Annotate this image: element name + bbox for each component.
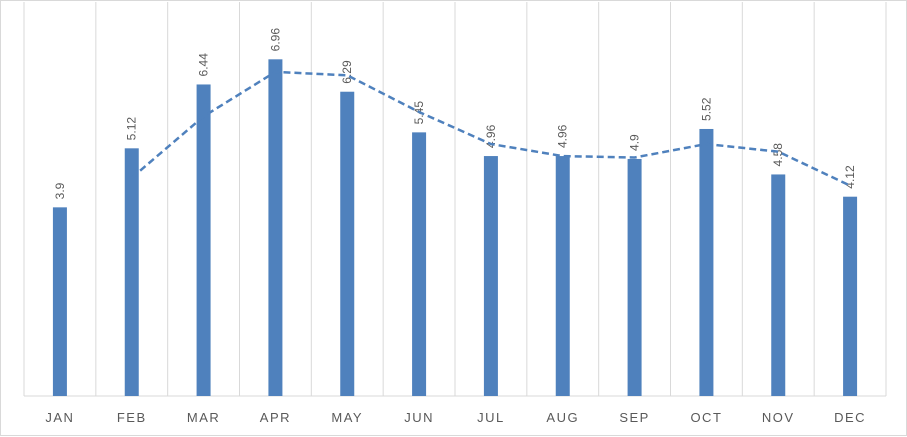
bar-may	[340, 91, 355, 396]
bar-mar	[196, 84, 211, 396]
x-tick-jan: JAN	[45, 410, 74, 425]
data-label-mar: 6.44	[197, 53, 211, 77]
bar-jan	[52, 207, 67, 396]
bar-sep	[627, 158, 642, 396]
bar-nov	[771, 174, 786, 396]
trend-line	[130, 70, 851, 187]
bar-series	[52, 59, 858, 397]
x-tick-aug: AUG	[546, 410, 579, 425]
data-label-aug: 4.96	[556, 124, 570, 148]
x-tick-jul: JUL	[477, 410, 505, 425]
bar-oct	[699, 128, 714, 396]
x-tick-oct: OCT	[690, 410, 722, 425]
data-label-dec: 4.12	[843, 165, 857, 189]
bar-feb	[124, 148, 139, 396]
data-label-apr: 6.96	[268, 28, 282, 52]
data-label-nov: 4.58	[771, 143, 785, 167]
data-label-oct: 5.52	[699, 97, 713, 121]
x-tick-nov: NOV	[762, 410, 795, 425]
data-label-jul: 4.96	[484, 124, 498, 148]
bar-aug	[555, 156, 570, 396]
data-label-feb: 5.12	[125, 117, 139, 141]
x-tick-labels: JAN FEB MAR APR MAY JUN JUL AUG SEP OCT NOV DEC	[45, 410, 866, 425]
data-label-jan: 3.9	[53, 182, 67, 199]
bar-data-labels: 3.95.126.446.966.295.454.96 4.96 4.95.524.…	[53, 28, 857, 200]
x-tick-sep: SEP	[619, 410, 650, 425]
x-tick-jun: JUN	[404, 410, 434, 425]
x-tick-mar: MAR	[187, 410, 220, 425]
x-tick-apr: APR	[260, 410, 291, 425]
x-tick-may: MAY	[331, 410, 363, 425]
x-tick-dec: DEC	[834, 410, 866, 425]
bar-jun	[412, 132, 427, 396]
bar-apr	[268, 59, 283, 397]
bar-jul	[483, 156, 498, 396]
data-label-sep: 4.9	[628, 134, 642, 151]
vertical-gridlines	[23, 2, 887, 396]
x-tick-feb: FEB	[117, 410, 147, 425]
data-label-may: 6.29	[340, 60, 354, 84]
bar-dec	[843, 196, 858, 396]
